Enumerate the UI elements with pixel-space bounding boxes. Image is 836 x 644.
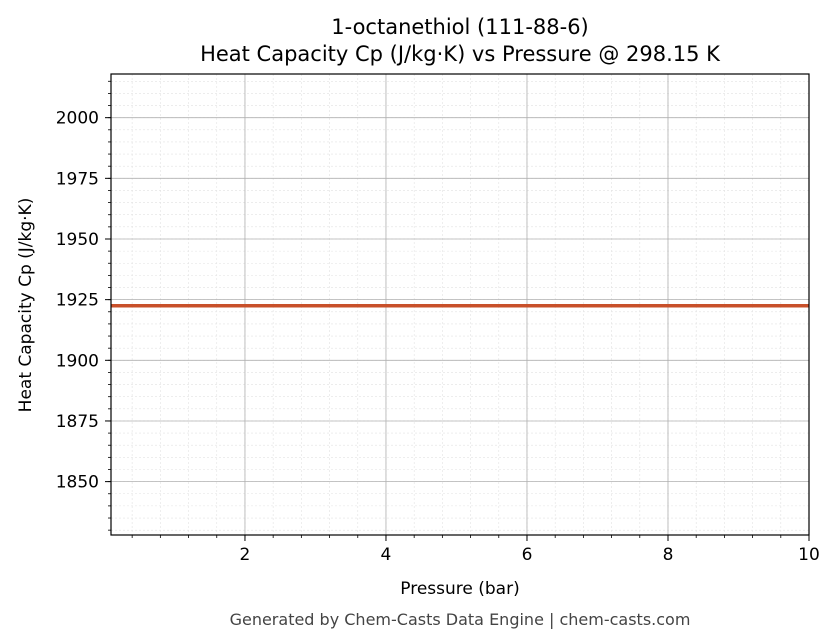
x-tick-label: 10	[798, 545, 820, 565]
major-grid	[111, 74, 810, 535]
chart-subtitle: Heat Capacity Cp (J/kg·K) vs Pressure @ …	[200, 42, 721, 66]
ticks-layer: 2 4 6 8 10 1850 1875 1900 1925 1950 1975 2000	[56, 80, 820, 565]
x-axis-label: Pressure (bar)	[400, 579, 519, 599]
x-tick-label: 2	[240, 545, 251, 565]
x-tick-label: 8	[663, 545, 674, 565]
plot-frame	[110, 73, 810, 536]
x-tick-label: 4	[381, 545, 392, 565]
minor-grid	[111, 74, 809, 535]
y-tick-label: 1950	[56, 230, 99, 250]
chart-title: 1-octanethiol (111-88-6)	[331, 15, 589, 39]
y-tick-label: 1975	[56, 169, 99, 189]
footer-credit: Generated by Chem-Casts Data Engine | ch…	[230, 610, 691, 629]
y-axis-label: Heat Capacity Cp (J/kg·K)	[16, 198, 36, 413]
y-tick-label: 1925	[56, 291, 99, 311]
y-tick-label: 1850	[56, 473, 99, 493]
y-tick-label: 1875	[56, 412, 99, 432]
y-tick-label: 2000	[56, 109, 99, 129]
x-tick-label: 6	[522, 545, 533, 565]
y-tick-label: 1900	[56, 351, 99, 371]
